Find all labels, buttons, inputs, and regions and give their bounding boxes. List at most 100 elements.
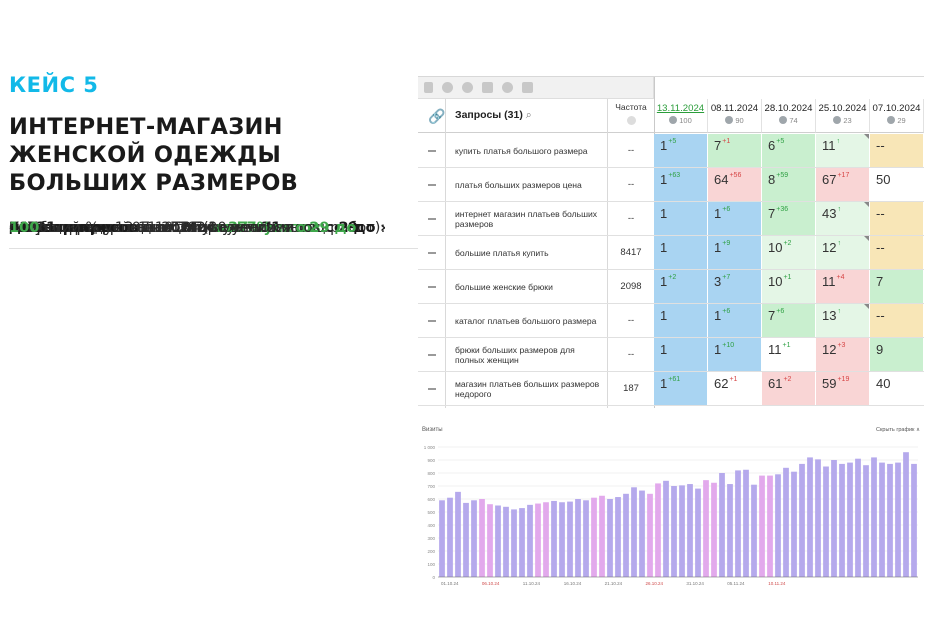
query-column-header[interactable]: Запросы (31) ⌕ (455, 109, 532, 122)
item-2-text: 2. Увеличение видимости (9, 219, 212, 236)
position-change: +2 (783, 240, 792, 247)
percent-icon (887, 116, 896, 124)
y-tick-label: 800 (427, 471, 435, 476)
x-tick-label: 06.10.24 (482, 581, 500, 586)
contrast-icon[interactable] (502, 82, 513, 93)
frequency-value: -- (627, 179, 635, 190)
position-cell: 1+10 (708, 338, 762, 371)
position-cell: 50 (870, 168, 924, 201)
table-row[interactable]: интернет магазин платьев больших размеро… (418, 202, 924, 236)
date-column-header[interactable]: 08.11.2024 90 (708, 99, 762, 133)
visits-bar (735, 470, 741, 577)
table-toolbar (418, 77, 654, 99)
queries-label: Кол-во приоритетных запросов: (9, 219, 261, 236)
query-column-label: Запросы (31) (455, 109, 523, 121)
visits-bar (799, 463, 805, 577)
position-cell: 67+17 (816, 168, 870, 201)
position-cell: 7+36 (762, 202, 816, 235)
visits-bar (519, 508, 525, 577)
result-item-5-cont: 100 (9, 215, 515, 249)
position-cell: 8+59 (762, 168, 816, 201)
visits-bar (439, 500, 445, 577)
corner-marker (864, 304, 869, 309)
sort-icon[interactable] (424, 82, 433, 93)
position-cell: 43↑ (816, 202, 870, 235)
item-1-value: 37 пунктов (227, 219, 321, 236)
corner-marker (864, 134, 869, 139)
visits-bar (783, 467, 789, 577)
table-row[interactable]: брюки больших размеров для полных женщин… (418, 338, 924, 372)
item-5-value-b: 100 (9, 219, 40, 236)
row-menu-icon[interactable] (428, 184, 436, 186)
table-row[interactable]: каталог платьев большого размера -- 1 1+6 7+… (418, 304, 924, 338)
position-change: +17 (837, 172, 850, 179)
visits-bar (775, 474, 781, 577)
position-cell: 13↑ (816, 304, 870, 337)
position-change: +6 (776, 308, 785, 315)
position-change: +2 (783, 376, 792, 383)
share-icon[interactable] (462, 82, 473, 93)
table-row[interactable]: большие женские брюки 2098 1+2 3+7 10+1 11+4 7 (418, 270, 924, 304)
row-menu-icon[interactable] (428, 286, 436, 288)
position-cell: -- (870, 202, 924, 235)
frequency-value: -- (627, 145, 635, 156)
visits-bar (855, 458, 861, 577)
query-text: большие платья купить (455, 247, 549, 258)
link-icon[interactable]: 🔗 (428, 108, 446, 124)
x-tick-label: 11.10.24 (523, 581, 541, 586)
frequency-column-header[interactable]: Частота (608, 102, 654, 125)
date-column-header[interactable]: 07.10.2024 29 (870, 99, 924, 133)
x-tick-label: 10.11.24 (768, 581, 786, 586)
table-row[interactable]: большие платья купить 8417 1 1+9 10+2 12↑ -- (418, 236, 924, 270)
export-icon[interactable] (522, 82, 533, 93)
row-menu-icon[interactable] (428, 252, 436, 254)
position-cell: 9 (870, 338, 924, 371)
position-cell: 1+6 (708, 304, 762, 337)
visits-bar (743, 469, 749, 577)
query-text: каталог платьев большого размера (455, 315, 597, 326)
row-menu-icon[interactable] (428, 388, 436, 390)
row-menu-icon[interactable] (428, 320, 436, 322)
position-change: +6 (722, 308, 731, 315)
position-change: +5 (668, 138, 677, 145)
position-cell: 11+4 (816, 270, 870, 303)
visibility-label: 74 (762, 116, 815, 125)
document-icon[interactable] (482, 82, 493, 93)
row-menu-icon[interactable] (428, 218, 436, 220)
circle-icon[interactable] (442, 82, 453, 93)
date-column-header[interactable]: 25.10.2024 23 (816, 99, 870, 133)
x-tick-label: 01.10.24 (441, 581, 459, 586)
visits-bar (863, 465, 869, 577)
row-menu-icon[interactable] (428, 150, 436, 152)
percent-icon (833, 116, 842, 124)
visits-bar (575, 499, 581, 577)
visits-bar (631, 487, 637, 577)
position-change: +2 (668, 274, 677, 281)
percent-icon (725, 116, 734, 124)
table-row[interactable]: купить платья большого размера -- 1+5 7+1 6+… (418, 134, 924, 168)
row-menu-icon[interactable] (428, 354, 436, 356)
search-icon[interactable]: ⌕ (525, 109, 532, 121)
visits-bar (615, 497, 621, 577)
visits-bar (543, 502, 549, 577)
visits-bar (487, 504, 493, 577)
visits-bar (503, 506, 509, 577)
item-1-text: 1. Рост средней позиции на (9, 219, 228, 236)
table-row[interactable]: магазин платьев больших размеров недорог… (418, 372, 924, 406)
frequency-label: Частота (615, 102, 647, 112)
hide-chart-dropdown[interactable]: Скрыть график ∧ (876, 427, 920, 433)
column-divider (607, 99, 608, 408)
visits-bar (839, 463, 845, 577)
date-column-header[interactable]: 28.10.2024 74 (762, 99, 816, 133)
y-tick-label: 0 (432, 575, 435, 580)
position-cell: 1+6 (708, 202, 762, 235)
position-cell: 1 (654, 202, 708, 235)
visits-bar (823, 466, 829, 577)
position-cell: 1+5 (654, 134, 708, 167)
visits-bar (903, 452, 909, 577)
date-label: 28.10.2024 (764, 103, 813, 114)
table-row[interactable]: платья больших размеров цена -- 1+63 64+56 8… (418, 168, 924, 202)
date-column-header[interactable]: 13.11.2024 100 (654, 99, 708, 133)
visits-bar (871, 457, 877, 577)
title-line-1: ИНТЕРНЕТ-МАГАЗИН (9, 114, 283, 140)
